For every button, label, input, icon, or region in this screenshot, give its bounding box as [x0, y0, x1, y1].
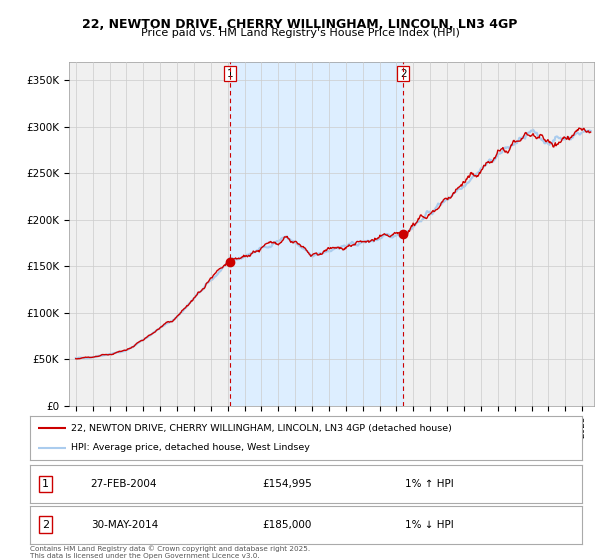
Text: HPI: Average price, detached house, West Lindsey: HPI: Average price, detached house, West…: [71, 444, 310, 452]
Text: £154,995: £154,995: [262, 479, 311, 489]
Text: 2: 2: [42, 520, 49, 530]
Bar: [230, 62, 403, 406]
Text: 1: 1: [42, 479, 49, 489]
Text: 1% ↑ HPI: 1% ↑ HPI: [406, 479, 454, 489]
Text: 27-FEB-2004: 27-FEB-2004: [91, 479, 157, 489]
Text: Price paid vs. HM Land Registry's House Price Index (HPI): Price paid vs. HM Land Registry's House …: [140, 28, 460, 38]
Text: 30-MAY-2014: 30-MAY-2014: [91, 520, 158, 530]
Text: 22, NEWTON DRIVE, CHERRY WILLINGHAM, LINCOLN, LN3 4GP (detached house): 22, NEWTON DRIVE, CHERRY WILLINGHAM, LIN…: [71, 423, 452, 432]
Text: 1% ↓ HPI: 1% ↓ HPI: [406, 520, 454, 530]
Text: 2: 2: [400, 69, 407, 78]
Text: 1: 1: [227, 69, 233, 78]
Text: £185,000: £185,000: [262, 520, 311, 530]
Text: 22, NEWTON DRIVE, CHERRY WILLINGHAM, LINCOLN, LN3 4GP: 22, NEWTON DRIVE, CHERRY WILLINGHAM, LIN…: [82, 18, 518, 31]
Text: Contains HM Land Registry data © Crown copyright and database right 2025.
This d: Contains HM Land Registry data © Crown c…: [30, 545, 310, 559]
